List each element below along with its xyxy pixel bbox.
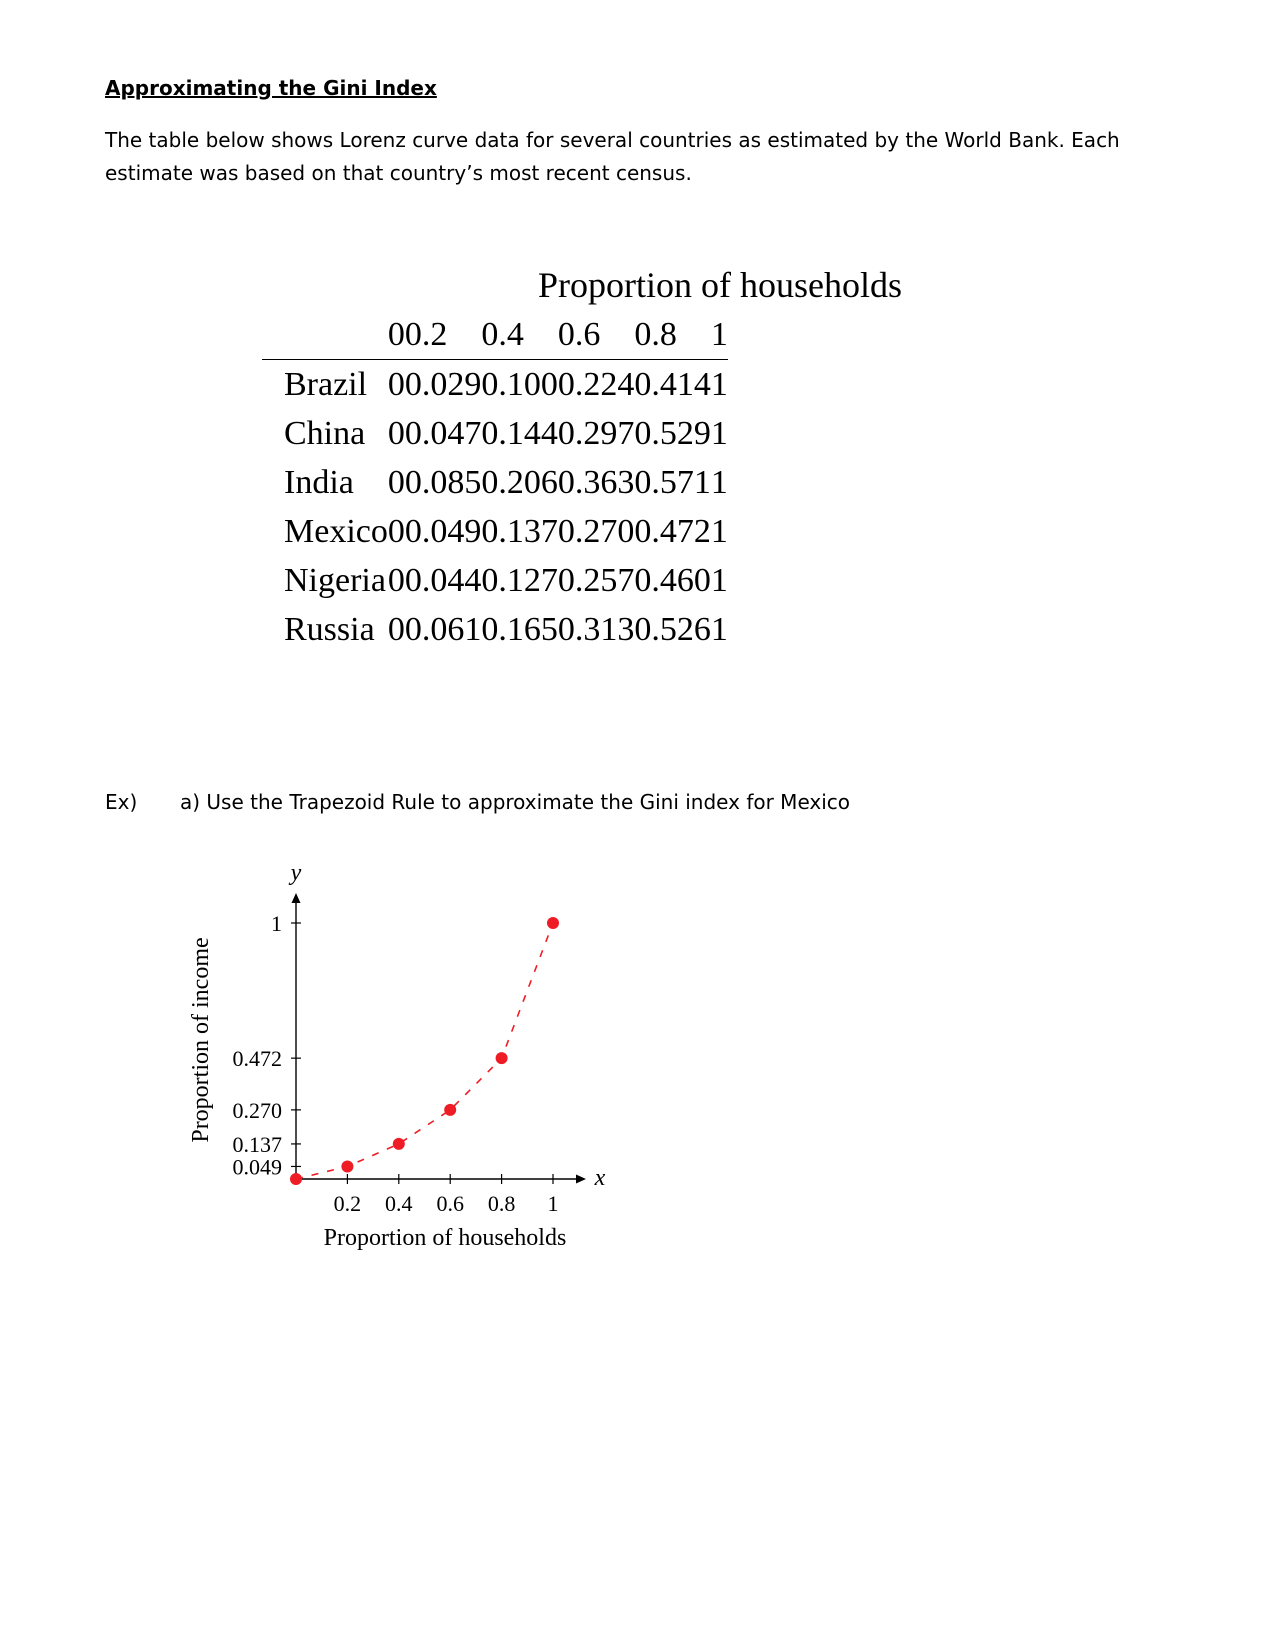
x-tick-label: 0.6 xyxy=(436,1191,464,1216)
value-cell: 0.029 xyxy=(404,365,482,403)
x-axis-symbol: x xyxy=(594,1165,606,1191)
value-cell: 1 xyxy=(710,414,728,452)
country-cell: Russia xyxy=(284,610,375,648)
table-row: Russia 0 0.061 0.165 0.313 0.526 1 xyxy=(262,605,728,654)
value-cell: 0.044 xyxy=(404,561,482,599)
country-cell: Brazil xyxy=(284,365,368,403)
value-cell: 0.085 xyxy=(404,463,482,501)
value-cell: 0 xyxy=(387,512,405,550)
table-row: Mexico 0 0.049 0.137 0.270 0.472 1 xyxy=(262,507,728,556)
value-cell: 0.526 xyxy=(634,610,711,648)
data-point xyxy=(290,1173,302,1185)
country-cell: Mexico xyxy=(284,512,388,550)
value-cell: 1 xyxy=(710,512,728,550)
value-cell: 0.137 xyxy=(481,512,558,550)
value-cell: 0 xyxy=(387,365,405,403)
value-cell: 0 xyxy=(387,561,405,599)
header-cell: 0.4 xyxy=(481,315,558,360)
header-cell: 0 xyxy=(387,315,405,360)
x-tick-label: 0.4 xyxy=(385,1191,413,1216)
value-cell: 0.529 xyxy=(634,414,711,452)
chart-points xyxy=(290,917,559,1185)
data-point xyxy=(341,1160,354,1173)
value-cell: 0.047 xyxy=(404,414,482,452)
lorenz-curve-dashed-line xyxy=(295,922,554,1180)
x-axis-title: Proportion of households xyxy=(324,1225,567,1251)
y-axis-title: Proportion of income xyxy=(188,937,214,1142)
value-cell: 0.206 xyxy=(481,463,558,501)
lorenz-table: 0 0.2 0.4 0.6 0.8 1 Brazil 0 0.029 0.100… xyxy=(262,315,728,654)
y-tick-label: 0.472 xyxy=(233,1046,283,1071)
table-row: China 0 0.047 0.144 0.297 0.529 1 xyxy=(262,409,728,458)
value-cell: 0.270 xyxy=(557,512,635,550)
intro-paragraph: The table below shows Lorenz curve data … xyxy=(105,128,1120,185)
value-cell: 0.313 xyxy=(557,610,635,648)
value-cell: 0.165 xyxy=(481,610,558,648)
value-cell: 0.049 xyxy=(404,512,482,550)
value-cell: 0.297 xyxy=(557,414,635,452)
value-cell: 0.127 xyxy=(481,561,558,599)
table-title: Proportion of households xyxy=(538,265,902,305)
data-point xyxy=(495,1052,508,1065)
y-axis-arrow xyxy=(291,893,301,903)
country-cell: Nigeria xyxy=(284,561,386,599)
value-cell: 0.144 xyxy=(481,414,558,452)
header-cell: 0.2 xyxy=(404,315,482,360)
example-prompt: Ex) a) Use the Trapezoid Rule to approxim… xyxy=(105,790,850,814)
x-axis-arrow xyxy=(576,1174,586,1184)
header-cell xyxy=(262,315,388,360)
x-tick-label: 1 xyxy=(548,1191,559,1216)
value-cell: 1 xyxy=(710,463,728,501)
lorenz-curve-chart: y x Proportion of income Proportion of h… xyxy=(188,860,606,1251)
y-axis-symbol: y xyxy=(289,860,302,886)
page-heading: Approximating the Gini Index xyxy=(105,76,437,100)
value-cell: 0 xyxy=(387,414,405,452)
x-tick-label: 0.8 xyxy=(488,1191,515,1216)
y-tick-label: 0.137 xyxy=(233,1132,283,1157)
value-cell: 0 xyxy=(387,610,405,648)
example-question: a) Use the Trapezoid Rule to approximate… xyxy=(180,790,851,814)
header-cell: 1 xyxy=(710,315,728,360)
data-point xyxy=(444,1103,457,1116)
value-cell: 1 xyxy=(710,610,728,648)
table-row: India 0 0.085 0.206 0.363 0.571 1 xyxy=(262,458,728,507)
country-cell: China xyxy=(284,414,366,452)
value-cell: 0.571 xyxy=(634,463,711,501)
value-cell: 0.414 xyxy=(634,365,711,403)
header-cell: 0.6 xyxy=(557,315,635,360)
table-header-row: 0 0.2 0.4 0.6 0.8 1 xyxy=(262,315,728,360)
value-cell: 0.460 xyxy=(634,561,711,599)
header-cell: 0.8 xyxy=(634,315,711,360)
y-tick-label: 0.270 xyxy=(233,1098,283,1123)
table-row: Nigeria 0 0.044 0.127 0.257 0.460 1 xyxy=(262,556,728,605)
value-cell: 0.100 xyxy=(481,365,558,403)
country-cell: India xyxy=(284,463,354,501)
value-cell: 0.061 xyxy=(404,610,482,648)
value-cell: 0.257 xyxy=(557,561,635,599)
data-point xyxy=(392,1137,405,1150)
table-row: Brazil 0 0.029 0.100 0.224 0.414 1 xyxy=(262,360,728,410)
data-point xyxy=(547,917,559,929)
value-cell: 1 xyxy=(710,561,728,599)
value-cell: 0.363 xyxy=(557,463,635,501)
value-cell: 0.472 xyxy=(634,512,711,550)
chart-axes xyxy=(291,893,586,1184)
value-cell: 0.224 xyxy=(557,365,635,403)
x-tick-label: 0.2 xyxy=(334,1191,362,1216)
value-cell: 1 xyxy=(710,365,728,403)
y-tick-label: 1 xyxy=(271,911,282,936)
example-label: Ex) xyxy=(105,790,138,814)
value-cell: 0 xyxy=(387,463,405,501)
y-tick-label: 0.049 xyxy=(233,1154,283,1179)
